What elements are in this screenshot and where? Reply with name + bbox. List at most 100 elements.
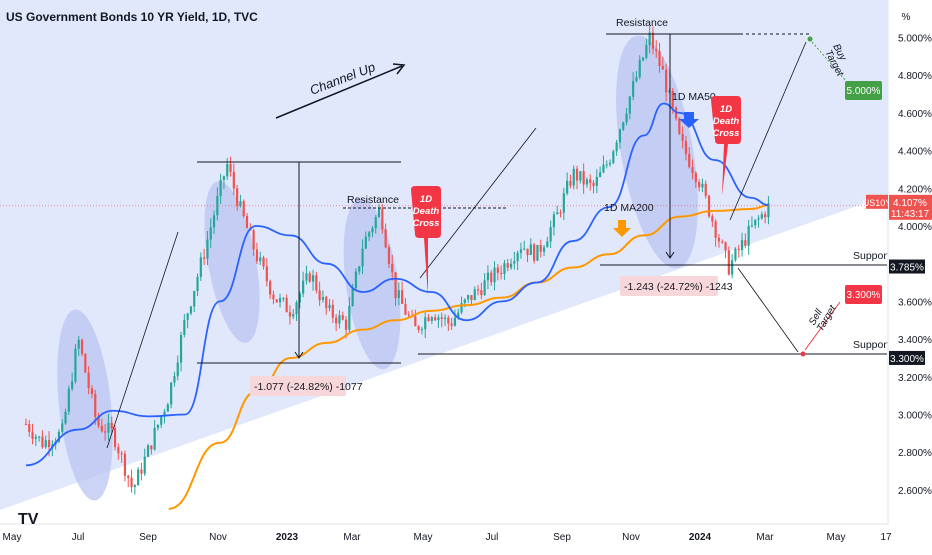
candle-body — [401, 290, 404, 304]
candle-body — [137, 469, 140, 486]
candle-body — [100, 425, 103, 432]
candle-body — [503, 263, 506, 275]
measure-2-arrow — [665, 251, 675, 259]
price-tick: 5.000% — [898, 34, 932, 45]
death-cross-text: Cross — [713, 128, 740, 139]
candle-body — [331, 304, 334, 318]
candle-body — [80, 339, 84, 355]
candle-body — [170, 382, 173, 405]
candle-body — [381, 208, 384, 230]
sell-target-dot — [800, 351, 806, 357]
candle-body — [71, 381, 74, 389]
death-cross-bubble — [411, 186, 441, 296]
candle-body — [496, 267, 499, 273]
candle-body — [628, 96, 631, 114]
candle-body — [486, 272, 490, 281]
candle-body — [269, 281, 272, 295]
current-symbol: US10Y — [863, 198, 892, 208]
candle-body — [579, 171, 582, 181]
candle-body — [562, 193, 565, 213]
time-tick: May — [414, 532, 433, 543]
candle-body — [133, 485, 136, 488]
candle-body — [57, 431, 61, 442]
candle-body — [420, 329, 424, 331]
price-tick: 2.800% — [898, 448, 932, 459]
candle-body — [387, 247, 391, 265]
death-cross-bubble — [711, 96, 741, 196]
candle-body — [229, 164, 232, 172]
candle-body — [443, 317, 447, 319]
candle-body — [533, 244, 536, 261]
candle-body — [302, 280, 305, 294]
candle-body — [282, 298, 285, 300]
candle-body — [143, 456, 146, 474]
resistance-label-2: Resistance — [616, 17, 668, 29]
candle-body — [427, 317, 430, 321]
candle-body — [671, 90, 674, 108]
candle-body — [252, 230, 255, 250]
candle-body — [467, 295, 470, 300]
time-tick: Mar — [343, 532, 361, 543]
candle-body — [589, 179, 592, 183]
candle-body — [734, 248, 737, 261]
current-time: 11:43:17 — [891, 209, 930, 220]
candle-body — [641, 57, 645, 61]
time-tick: Mar — [756, 532, 774, 543]
candle-body — [717, 237, 721, 242]
candle-body — [529, 244, 532, 256]
candle-body — [338, 315, 341, 324]
support-1-label: Support 1 — [853, 250, 899, 262]
candle-body — [635, 77, 638, 82]
candle-body — [523, 248, 526, 250]
candle-body — [678, 118, 681, 134]
candle-body — [592, 182, 595, 186]
price-tick: 3.400% — [898, 335, 932, 346]
projection-arrow-down — [737, 267, 799, 353]
candle-body — [47, 440, 51, 448]
candle-body — [179, 334, 183, 363]
price-tick: 3.200% — [898, 373, 932, 384]
candle-body — [236, 188, 239, 207]
candle-body — [556, 212, 559, 215]
current-price-box — [889, 194, 932, 220]
candle-body — [760, 214, 763, 219]
candle-body — [325, 297, 328, 309]
candle-body — [222, 176, 226, 180]
candle-body — [278, 298, 282, 303]
candle-body — [450, 323, 453, 326]
candle-body — [476, 289, 480, 291]
measure-2-box — [620, 276, 718, 296]
candle-body — [117, 447, 120, 454]
candle-body — [140, 469, 143, 474]
candle-body — [665, 69, 668, 93]
candle-body — [219, 179, 222, 197]
candle-body — [536, 244, 539, 261]
candle-body — [206, 239, 209, 259]
support-2-axis-value: 3.300% — [890, 354, 924, 365]
ma200-label: 1D MA200 — [604, 202, 654, 214]
candle-body — [358, 266, 361, 272]
candle-body — [602, 164, 605, 173]
candle-body — [368, 232, 371, 237]
candle-body — [691, 167, 694, 174]
candle-body — [193, 291, 196, 307]
candle-body — [575, 168, 579, 181]
candle-body — [490, 272, 493, 283]
candle-body — [397, 290, 400, 299]
candle-body — [67, 388, 70, 412]
candle-body — [77, 339, 80, 349]
candle-body — [348, 305, 351, 330]
current-price: 4.107% — [893, 198, 927, 209]
candle-body — [434, 317, 437, 321]
channel-up-arrowhead — [392, 63, 406, 75]
candle-body — [196, 276, 199, 292]
candle-body — [740, 240, 744, 251]
candle-body — [483, 280, 486, 296]
candle-body — [74, 348, 77, 382]
candle-body — [430, 317, 433, 321]
candle-body — [28, 424, 31, 433]
candle-body — [539, 244, 542, 252]
candle-body — [737, 248, 740, 251]
